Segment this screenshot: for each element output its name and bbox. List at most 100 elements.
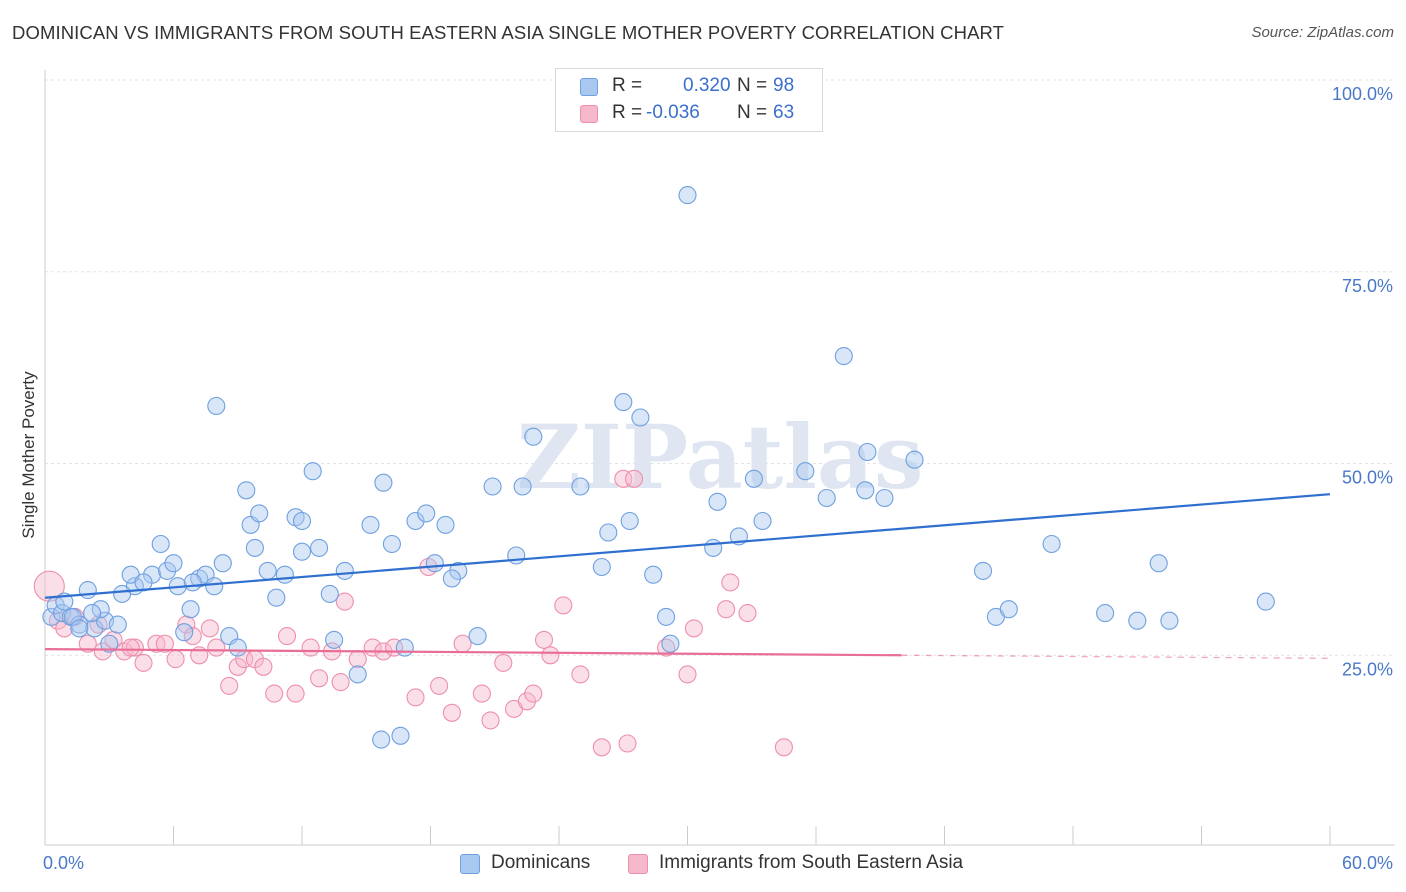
data-point: [181, 600, 200, 619]
data-point: [391, 726, 410, 745]
data-point: [125, 638, 144, 657]
data-point: [121, 638, 140, 657]
x-tick-labels: 0.0% 60.0%: [43, 853, 1393, 873]
data-point: [1256, 592, 1275, 611]
data-point: [134, 653, 153, 672]
data-point: [134, 573, 153, 592]
bottom-legend-swatch-dominicans: [460, 854, 480, 874]
data-point: [524, 427, 543, 446]
legend-n-value: 63: [773, 102, 795, 123]
data-point: [183, 627, 202, 646]
data-point: [254, 657, 273, 676]
data-point: [237, 481, 256, 500]
data-point: [620, 511, 639, 531]
data-point: [395, 638, 414, 657]
y-tick-labels: 25.0% 50.0% 75.0% 100.0%: [1332, 84, 1393, 679]
data-point: [817, 488, 836, 508]
data-point: [78, 634, 97, 653]
data-point: [738, 604, 757, 623]
data-point: [406, 688, 425, 707]
data-point: [524, 684, 543, 703]
data-point: [905, 450, 924, 469]
data-point: [483, 477, 502, 496]
data-point: [108, 615, 127, 634]
data-point: [93, 642, 112, 661]
legend-r-value: -0.036: [646, 102, 700, 123]
data-point: [275, 565, 294, 584]
data-point: [834, 347, 853, 366]
data-point: [858, 442, 877, 462]
data-point: [644, 565, 663, 584]
data-point: [472, 684, 491, 703]
data-point: [494, 653, 513, 672]
data-point: [534, 630, 554, 649]
data-point: [507, 546, 526, 565]
data-point: [213, 554, 232, 573]
data-point: [1096, 604, 1115, 623]
legend-swatch-immigrants: [580, 105, 598, 123]
watermark: ZIPatlas: [517, 405, 924, 509]
source-label: Source: ZipAtlas.com: [1251, 24, 1394, 41]
data-point: [592, 557, 611, 577]
data-point: [175, 623, 194, 642]
legend-r-label: R =: [612, 75, 643, 96]
data-point: [554, 596, 573, 615]
data-point: [265, 684, 284, 703]
y-tick-label: 75.0%: [1342, 276, 1393, 296]
data-point: [166, 650, 185, 669]
bottom-legend-label-immigrants: Immigrants from South Eastern Asia: [659, 852, 964, 873]
data-point: [42, 607, 61, 626]
data-point: [310, 538, 329, 557]
data-point: [999, 600, 1018, 619]
data-point: [70, 615, 89, 634]
legend-n-value: 98: [773, 75, 795, 96]
data-point: [425, 554, 444, 573]
data-point: [436, 515, 455, 534]
data-point: [430, 676, 449, 695]
data-point: [973, 561, 993, 580]
data-point: [453, 634, 472, 653]
data-point: [303, 462, 322, 481]
data-point: [753, 511, 772, 531]
data-point: [481, 711, 500, 730]
data-point: [348, 650, 367, 669]
legend-r-label: R =: [612, 102, 643, 123]
data-point: [155, 634, 174, 653]
series-immigrants-points: [33, 469, 793, 757]
chart-title: DOMINICAN VS IMMIGRANTS FROM SOUTH EASTE…: [12, 22, 1005, 43]
trend-line-immigrants: [44, 648, 902, 657]
data-point: [704, 538, 723, 557]
y-tick-label: 50.0%: [1342, 468, 1393, 488]
data-point: [382, 534, 401, 554]
legend-n-label: N =: [737, 75, 768, 96]
data-point: [717, 600, 736, 619]
data-point: [335, 561, 354, 580]
trend-line-dominicans: [44, 493, 1331, 599]
data-point: [592, 738, 611, 757]
data-point: [541, 646, 560, 665]
data-point: [258, 561, 277, 580]
data-point: [361, 515, 380, 534]
data-point: [631, 408, 650, 427]
data-point: [618, 734, 637, 753]
data-point: [1042, 534, 1061, 554]
data-point: [113, 584, 132, 603]
data-point: [151, 534, 170, 554]
data-point: [449, 561, 468, 580]
data-point: [406, 511, 425, 531]
y-tick-label: 25.0%: [1342, 659, 1393, 679]
data-point: [856, 481, 875, 500]
legend-r-value: 0.320: [683, 75, 731, 96]
data-point: [372, 730, 391, 749]
data-point: [678, 665, 697, 684]
data-point: [624, 469, 644, 488]
data-point: [83, 604, 102, 623]
gridlines: [45, 79, 1395, 656]
data-point: [100, 634, 119, 653]
bottom-legend-label-dominicans: Dominicans: [491, 852, 591, 873]
data-point: [708, 492, 727, 511]
data-point: [320, 584, 339, 603]
data-point: [286, 684, 305, 703]
data-point: [63, 607, 82, 626]
